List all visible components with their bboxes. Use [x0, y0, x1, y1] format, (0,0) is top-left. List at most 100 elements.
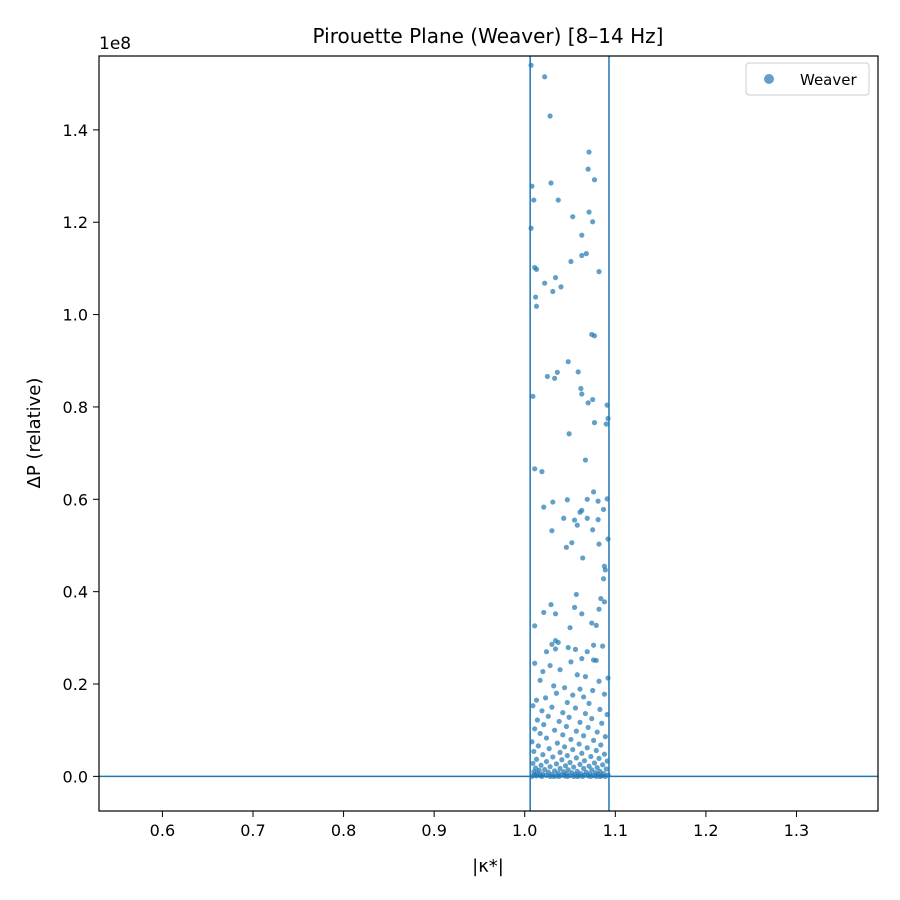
data-point-104 — [574, 672, 580, 678]
data-point-5 — [591, 177, 598, 183]
legend-label: Weaver — [800, 71, 857, 89]
data-point-77 — [571, 604, 578, 610]
data-point-159 — [531, 748, 537, 755]
data-point-67 — [580, 555, 586, 561]
data-point-119 — [586, 700, 592, 707]
data-point-147 — [568, 736, 574, 743]
y-tick-label: 1.2 — [63, 213, 88, 232]
data-point-191 — [565, 767, 571, 773]
data-point-68 — [596, 541, 602, 547]
data-point-75 — [596, 606, 602, 612]
x-tick-label: 0.7 — [240, 821, 265, 840]
data-point-155 — [584, 745, 590, 751]
data-point-2 — [547, 113, 553, 119]
data-point-100 — [547, 662, 553, 669]
data-point-55 — [579, 507, 585, 513]
data-point-143 — [560, 732, 566, 738]
data-point-115 — [581, 694, 587, 700]
data-point-145 — [602, 734, 608, 740]
data-point-144 — [581, 733, 587, 739]
data-point-141 — [594, 729, 600, 735]
data-point-44 — [582, 457, 589, 463]
data-point-182 — [586, 763, 592, 769]
data-point-22 — [542, 280, 548, 286]
data-point-82 — [532, 623, 538, 629]
data-point-164 — [564, 752, 570, 759]
data-point-158 — [593, 747, 599, 754]
data-point-71 — [600, 576, 607, 582]
data-point-152 — [598, 742, 604, 748]
data-point-188 — [581, 765, 587, 772]
data-point-83 — [567, 625, 573, 631]
data-point-90 — [565, 644, 571, 651]
data-point-73 — [598, 595, 604, 602]
data-point-79 — [552, 611, 559, 617]
data-point-93 — [543, 649, 550, 655]
data-point-81 — [589, 620, 595, 626]
data-point-88 — [590, 642, 597, 648]
x-tick-label: 1.3 — [784, 821, 809, 840]
y-tick-label: 0.2 — [63, 675, 88, 694]
data-point-132 — [556, 718, 562, 725]
data-point-175 — [591, 760, 598, 766]
data-point-126 — [582, 710, 589, 717]
data-point-57 — [561, 515, 567, 521]
data-point-133 — [577, 719, 583, 725]
data-point-101 — [540, 668, 546, 675]
data-point-103 — [582, 674, 589, 680]
data-point-21 — [552, 275, 559, 281]
data-point-42 — [591, 420, 598, 426]
plot-area — [98, 55, 879, 812]
data-point-76 — [548, 601, 554, 608]
data-point-146 — [543, 735, 550, 741]
data-point-17 — [568, 258, 574, 265]
data-point-25 — [533, 294, 539, 300]
data-point-63 — [590, 527, 596, 533]
data-point-96 — [579, 656, 585, 662]
data-point-171 — [581, 758, 588, 764]
data-point-151 — [576, 741, 582, 747]
x-tick-label: 1.2 — [693, 821, 718, 840]
data-point-134 — [599, 720, 605, 726]
y-axis-ticks: 0.0 0.2 0.4 0.6 0.8 1.0 1.2 1.4 — [63, 121, 99, 786]
data-point-184 — [571, 764, 577, 770]
data-point-177 — [553, 761, 560, 767]
data-point-124 — [539, 708, 545, 714]
data-point-111 — [590, 687, 596, 694]
data-point-123 — [597, 706, 603, 713]
data-point-138 — [532, 726, 538, 732]
data-point-168 — [596, 755, 602, 761]
data-point-135 — [541, 722, 547, 728]
axes-frame — [98, 55, 879, 812]
data-point-167 — [573, 755, 579, 761]
data-point-140 — [573, 728, 579, 734]
data-point-91 — [572, 646, 579, 652]
data-point-78 — [541, 609, 547, 616]
data-point-113 — [601, 691, 608, 697]
data-point-105 — [605, 675, 611, 681]
data-point-142 — [537, 730, 543, 737]
data-point-41 — [603, 421, 609, 427]
data-point-125 — [560, 710, 566, 716]
data-point-150 — [554, 740, 560, 746]
data-point-74 — [601, 599, 608, 605]
data-point-10 — [586, 209, 592, 215]
y-tick-label: 0.4 — [63, 583, 88, 602]
data-point-32 — [544, 373, 550, 380]
data-point-181 — [562, 763, 569, 769]
data-point-118 — [564, 699, 570, 706]
data-point-36 — [530, 393, 536, 399]
data-point-174 — [567, 759, 573, 766]
x-tick-label: 0.8 — [331, 821, 356, 840]
legend-box — [745, 62, 870, 96]
data-point-131 — [534, 717, 541, 723]
x-tick-label: 1.1 — [603, 821, 628, 840]
y-axis-offset-label: 1e8 — [99, 34, 131, 54]
data-point-114 — [570, 692, 576, 698]
data-point-52 — [595, 498, 601, 504]
data-point-70 — [602, 567, 608, 573]
legend: Weaver — [745, 62, 870, 96]
data-point-148 — [590, 737, 597, 743]
data-point-86 — [555, 639, 561, 646]
data-point-53 — [541, 504, 547, 510]
